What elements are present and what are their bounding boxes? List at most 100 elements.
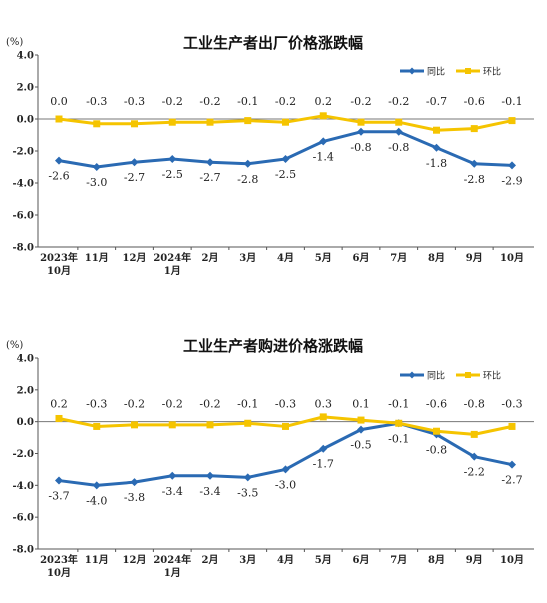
data-label-环比: -0.2	[162, 398, 183, 411]
data-label-同比: -1.4	[313, 150, 334, 163]
chart-svg-output-price: 工业生产者出厂价格涨跌幅 (%) 4.0 2.0 0.0 -2.0 -4.0 -6.0 -8.0…	[6, 34, 534, 277]
data-label-同比: -0.8	[350, 141, 371, 154]
data-label-环比: -0.1	[388, 398, 409, 411]
data-point-环比	[244, 117, 252, 125]
data-label-同比: -3.4	[162, 485, 183, 498]
data-label-同比: -0.1	[388, 432, 409, 445]
data-point-环比	[168, 421, 176, 429]
data-point-环比	[206, 118, 214, 126]
y-tick-label: -2.0	[12, 449, 34, 460]
y-tick-label: -6.0	[12, 513, 34, 524]
data-label-同比: -2.5	[275, 168, 296, 181]
legend-marker-同比	[408, 371, 416, 379]
data-label-同比: -2.9	[501, 174, 522, 187]
data-label-同比: -2.7	[124, 171, 145, 184]
data-label-同比: -3.0	[86, 176, 107, 189]
data-point-环比	[93, 422, 101, 430]
data-point-环比	[244, 419, 252, 427]
data-label-同比: -2.8	[464, 173, 485, 186]
data-point-同比	[432, 143, 441, 152]
x-tick-label: 10月	[500, 252, 524, 264]
data-point-同比	[357, 425, 365, 434]
data-point-同比	[243, 473, 252, 482]
y-tick-label: -8.0	[12, 243, 34, 254]
x-tick-label: 1月	[164, 265, 181, 277]
y-unit-label: (%)	[6, 37, 23, 48]
data-label-同比: -2.6	[48, 170, 69, 183]
data-label-同比: -3.8	[124, 491, 145, 504]
data-label-环比: -0.2	[350, 95, 371, 108]
data-point-环比	[55, 414, 63, 422]
x-tick-label: 7月	[390, 554, 407, 566]
data-label-同比: -3.7	[48, 490, 69, 503]
data-label-环比: -0.7	[426, 95, 447, 108]
chart-title: 工业生产者出厂价格涨跌幅	[183, 34, 363, 52]
legend-label-环比: 环比	[483, 66, 501, 78]
data-label-环比: -0.3	[86, 398, 107, 411]
x-tick-label: 2024年	[153, 553, 191, 566]
data-label-环比: 0.1	[352, 398, 370, 411]
data-label-环比: -0.2	[388, 95, 409, 108]
data-label-同比: -1.8	[426, 157, 447, 170]
data-label-环比: -0.1	[237, 398, 258, 411]
data-point-同比	[508, 460, 516, 469]
data-point-同比	[168, 471, 177, 480]
x-tick-label: 3月	[239, 252, 256, 264]
data-label-同比: -1.7	[313, 458, 334, 471]
data-point-同比	[470, 452, 479, 461]
data-point-同比	[357, 127, 365, 136]
data-point-环比	[433, 126, 440, 134]
x-tick-label: 10月	[500, 554, 524, 566]
data-label-环比: -0.2	[199, 95, 220, 108]
data-point-环比	[319, 413, 327, 421]
data-point-同比	[281, 465, 290, 474]
data-point-同比	[508, 161, 516, 170]
data-point-环比	[282, 118, 289, 126]
data-point-环比	[433, 427, 440, 435]
data-label-环比: -0.3	[124, 95, 145, 108]
x-tick-label: 2月	[202, 554, 219, 566]
y-tick-label: 0.0	[17, 417, 34, 428]
y-tick-label: 0.0	[17, 115, 34, 126]
data-point-环比	[168, 118, 176, 126]
data-label-环比: -0.2	[199, 398, 220, 411]
data-label-环比: -0.2	[124, 398, 145, 411]
data-point-同比	[130, 478, 139, 487]
data-label-环比: -0.1	[501, 95, 522, 108]
data-point-同比	[206, 158, 214, 167]
data-point-同比	[92, 481, 101, 490]
y-tick-label: -8.0	[12, 545, 34, 556]
legend-label-同比: 同比	[427, 66, 445, 78]
data-label-同比: -3.0	[275, 478, 296, 491]
chart-output-price: 工业生产者出厂价格涨跌幅 (%) 4.0 2.0 0.0 -2.0 -4.0 -6.0 -8.0…	[0, 0, 547, 300]
data-point-环比	[93, 120, 101, 128]
data-point-同比	[55, 156, 63, 165]
data-point-环比	[508, 422, 516, 430]
y-tick-label: -6.0	[12, 211, 34, 222]
data-label-同比: -3.4	[199, 485, 220, 498]
x-tick-label: 12月	[123, 554, 147, 566]
x-tick-label: 5月	[315, 554, 332, 566]
x-tick-label: 4月	[277, 554, 294, 566]
legend-label-同比: 同比	[427, 370, 445, 382]
data-label-环比: 0.2	[315, 95, 333, 108]
data-label-同比: -2.7	[501, 474, 522, 487]
data-label-同比: -0.5	[350, 439, 371, 452]
data-label-同比: -2.5	[162, 168, 183, 181]
x-tick-label: 2月	[202, 252, 219, 264]
x-tick-label: 7月	[390, 252, 407, 264]
data-point-同比	[243, 159, 252, 168]
data-point-同比	[168, 155, 177, 163]
x-tick-label: 11月	[85, 554, 109, 566]
x-tick-label: 12月	[123, 252, 147, 264]
x-tick-label: 2023年	[40, 553, 78, 566]
data-point-同比	[206, 471, 214, 480]
data-label-环比: 0.3	[315, 398, 333, 411]
data-point-环比	[508, 117, 516, 125]
data-point-环比	[395, 419, 403, 427]
data-point-环比	[55, 115, 63, 123]
x-tick-label: 6月	[353, 554, 370, 566]
chart-svg-purchase-price: 工业生产者购进价格涨跌幅 (%) 4.0 2.0 0.0 -2.0 -4.0 -6.0 -8.0…	[6, 337, 534, 579]
data-label-同比: -2.2	[464, 466, 485, 479]
data-point-环比	[206, 421, 214, 429]
